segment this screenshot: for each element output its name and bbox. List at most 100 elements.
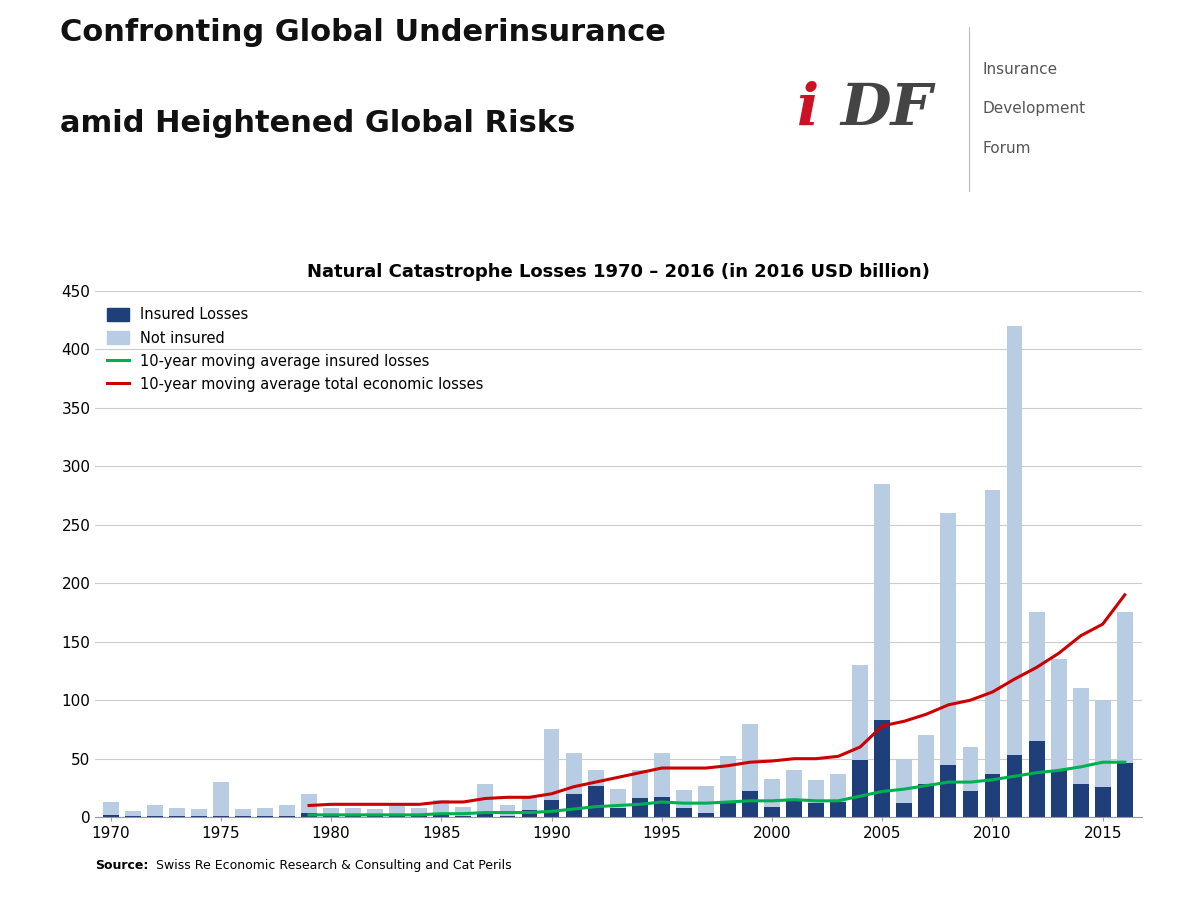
Bar (368, 816, 383, 817)
Bar (565, 794, 582, 817)
Bar (102, 802, 119, 814)
Text: Insurance: Insurance (983, 62, 1058, 76)
Bar (808, 804, 823, 817)
Bar (588, 770, 603, 785)
Bar (389, 805, 405, 816)
Bar (875, 484, 890, 720)
Bar (1007, 755, 1022, 817)
Bar (544, 729, 559, 800)
Text: Swiss Re Economic Research & Consulting and Cat Perils: Swiss Re Economic Research & Consulting … (152, 859, 512, 872)
Bar (234, 809, 251, 816)
Bar (213, 782, 228, 816)
Bar (412, 816, 427, 817)
Bar (433, 800, 450, 814)
Bar (852, 665, 869, 760)
Bar (190, 816, 207, 817)
Bar (456, 806, 471, 816)
Bar (456, 816, 471, 817)
Bar (412, 808, 427, 816)
Bar (500, 805, 515, 816)
Text: Confronting Global Underinsurance: Confronting Global Underinsurance (60, 18, 665, 47)
Bar (1028, 741, 1045, 817)
Bar (521, 796, 538, 810)
Text: DF: DF (840, 81, 932, 137)
Bar (565, 753, 582, 794)
Bar (301, 794, 317, 813)
Bar (146, 816, 163, 817)
Bar (125, 816, 140, 817)
Bar (831, 774, 846, 802)
Bar (213, 816, 228, 817)
Bar (1117, 764, 1133, 817)
Bar (1072, 688, 1089, 785)
Bar (919, 735, 934, 785)
Bar (720, 804, 735, 817)
Bar (1095, 700, 1110, 786)
Bar (169, 816, 184, 817)
Bar (368, 809, 383, 816)
Bar (632, 798, 647, 817)
Bar (521, 810, 538, 817)
Bar (1117, 612, 1133, 764)
Bar (1095, 786, 1110, 817)
Bar (257, 816, 273, 817)
Text: amid Heightened Global Risks: amid Heightened Global Risks (60, 109, 575, 138)
Bar (875, 720, 890, 817)
Bar (433, 814, 450, 817)
Bar (940, 513, 957, 765)
Bar (963, 747, 978, 792)
Bar (764, 778, 779, 806)
Text: Source:: Source: (95, 859, 149, 872)
Bar (169, 808, 184, 816)
Text: i: i (797, 81, 819, 137)
Bar (940, 765, 957, 817)
Bar (1028, 612, 1045, 741)
Bar (500, 816, 515, 817)
Bar (699, 813, 714, 817)
Bar (280, 805, 295, 816)
Bar (808, 780, 823, 804)
Bar (632, 770, 647, 798)
Bar (588, 785, 603, 817)
Bar (257, 808, 273, 816)
Bar (963, 792, 978, 817)
Bar (389, 816, 405, 817)
Bar (743, 792, 758, 817)
Title: Natural Catastrophe Losses 1970 – 2016 (in 2016 USD billion): Natural Catastrophe Losses 1970 – 2016 (… (307, 262, 931, 281)
Bar (720, 756, 735, 804)
Bar (676, 790, 691, 808)
Bar (234, 816, 251, 817)
Bar (787, 770, 802, 801)
Bar (324, 816, 339, 817)
Bar (280, 816, 295, 817)
Bar (477, 814, 494, 817)
Text: Development: Development (983, 102, 1086, 116)
Bar (1072, 785, 1089, 817)
Bar (743, 724, 758, 792)
Bar (984, 489, 1001, 774)
Bar (125, 812, 140, 816)
Bar (477, 785, 494, 814)
Text: Forum: Forum (983, 142, 1032, 156)
Bar (609, 808, 626, 817)
Bar (852, 760, 869, 817)
Bar (653, 797, 670, 817)
Legend: Insured Losses, Not insured, 10-year moving average insured losses, 10-year movi: Insured Losses, Not insured, 10-year mov… (102, 303, 488, 396)
Bar (1051, 659, 1066, 770)
Bar (919, 785, 934, 817)
Bar (345, 816, 361, 817)
Bar (831, 802, 846, 817)
Bar (787, 801, 802, 817)
Bar (1007, 326, 1022, 755)
Bar (544, 800, 559, 817)
Bar (301, 813, 317, 817)
Bar (102, 814, 119, 817)
Bar (190, 809, 207, 816)
Bar (699, 785, 714, 813)
Bar (653, 753, 670, 797)
Bar (984, 774, 1001, 817)
Bar (324, 808, 339, 816)
Bar (896, 759, 913, 804)
Bar (676, 808, 691, 817)
Bar (345, 808, 361, 816)
